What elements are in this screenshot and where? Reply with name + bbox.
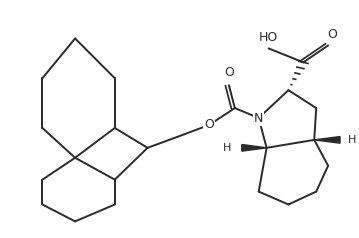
Text: N: N <box>254 112 264 124</box>
Polygon shape <box>242 144 267 151</box>
Text: HO: HO <box>259 31 278 44</box>
Text: H: H <box>223 143 231 153</box>
Text: H: H <box>348 135 356 145</box>
Text: O: O <box>204 119 214 131</box>
Text: O: O <box>327 28 337 41</box>
Polygon shape <box>314 137 340 143</box>
Text: O: O <box>224 66 234 79</box>
